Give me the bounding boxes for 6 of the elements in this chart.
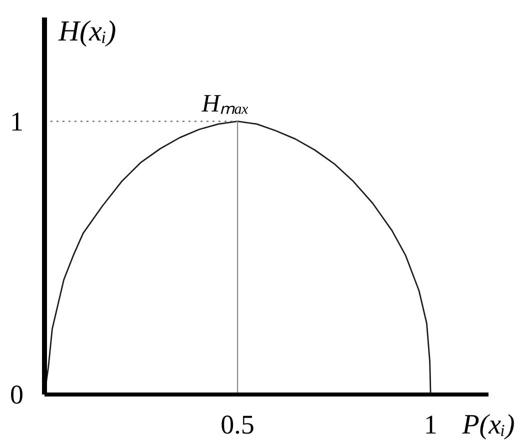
x-axis-title: P(xᵢ) xyxy=(461,410,515,440)
line-series xyxy=(44,120,432,394)
annotation: Hₘₐₓ xyxy=(200,90,250,118)
y-axis-title: H(xᵢ) xyxy=(58,16,116,48)
y-tick-label: 0 xyxy=(10,380,24,410)
x-tick-label: 0.5 xyxy=(220,410,254,440)
